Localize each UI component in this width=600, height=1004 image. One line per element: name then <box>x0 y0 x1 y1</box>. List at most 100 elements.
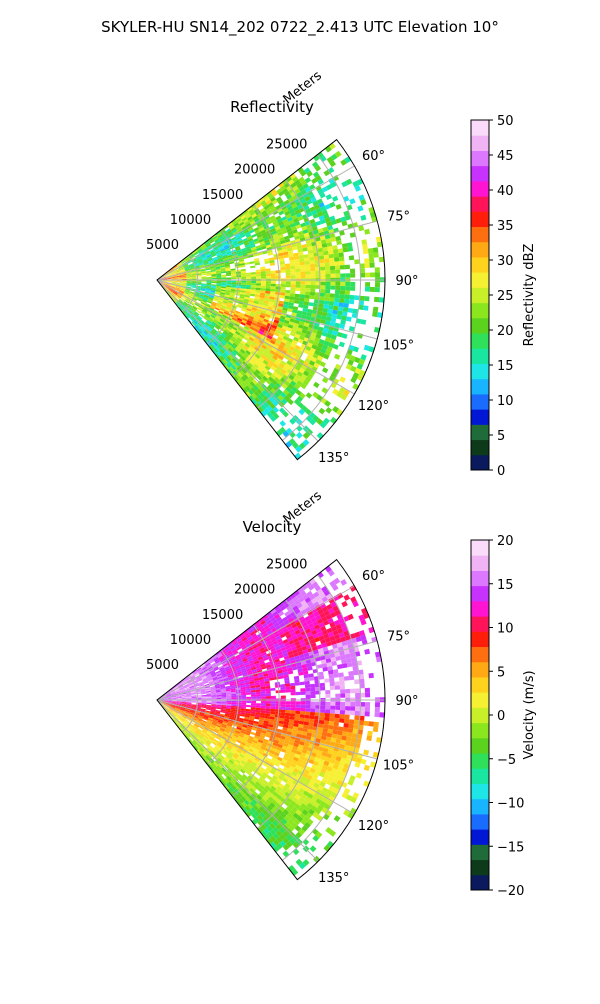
radar-cell <box>311 695 316 699</box>
radar-cell <box>300 714 305 718</box>
range-tick-label: 10000 <box>170 213 211 228</box>
radar-cell <box>246 285 251 287</box>
colorbar-segment <box>471 242 489 258</box>
range-tick-label: 25000 <box>266 138 307 153</box>
radar-cell <box>296 275 301 278</box>
radar-cell <box>343 247 349 252</box>
radar-cell <box>335 270 340 274</box>
colorbar-segment <box>471 409 489 425</box>
radar-cell <box>286 704 291 707</box>
radar-cell <box>301 285 306 289</box>
radar-cell <box>320 293 325 297</box>
radar-cell <box>301 701 306 704</box>
colorbar-segment <box>471 455 489 471</box>
radar-cell <box>306 275 311 279</box>
radar-cell <box>335 261 340 266</box>
radar-cell <box>251 274 256 276</box>
radar-cell <box>333 306 339 311</box>
radar-cell <box>290 290 295 294</box>
radar-cell <box>350 286 355 291</box>
radar-cell <box>266 704 271 707</box>
radar-cell <box>301 275 306 278</box>
azimuth-tick-label: 135° <box>318 451 349 466</box>
radar-cell <box>363 249 369 254</box>
radar-cell <box>345 290 350 295</box>
radar-cell <box>343 307 349 312</box>
radar-cell <box>246 275 251 277</box>
radar-cell <box>285 293 290 297</box>
radar-cell <box>304 718 309 722</box>
radar-cell <box>285 290 290 293</box>
radar-cell <box>271 273 276 276</box>
radar-cell <box>354 295 359 300</box>
radar-cell <box>362 244 368 250</box>
range-tick-label: 20000 <box>234 163 275 178</box>
radar-cell <box>339 302 344 307</box>
radar-cell <box>305 292 310 296</box>
colorbar-tick-label: 30 <box>497 254 514 269</box>
radar-cell <box>295 265 300 269</box>
radar-cell <box>281 284 286 287</box>
azimuth-tick-label: 75° <box>387 209 410 224</box>
radar-cell <box>319 716 324 720</box>
radar-cell <box>281 704 286 707</box>
radar-cell <box>241 283 246 285</box>
radar-cell <box>207 278 212 279</box>
colorbar-segment <box>471 287 489 303</box>
radar-cell <box>320 263 325 267</box>
radar-cell <box>231 701 236 703</box>
colorbar-segment <box>471 348 489 364</box>
radar-cell <box>320 267 325 271</box>
radar-cell <box>246 705 251 707</box>
radar-cell <box>286 284 291 287</box>
radar-cell <box>212 278 217 279</box>
radar-cell <box>349 295 354 300</box>
radar-cell <box>330 266 335 270</box>
radar-cell <box>251 692 256 695</box>
radar-cell <box>276 273 281 276</box>
radar-cell <box>290 269 295 272</box>
radar-cell <box>320 713 325 717</box>
radar-cell <box>340 286 345 290</box>
radar-cell <box>344 295 349 300</box>
radar-cell <box>295 288 300 292</box>
radar-cell <box>323 304 329 309</box>
radar-cell <box>241 273 246 275</box>
radar-cell <box>365 282 370 287</box>
radar-cell <box>348 308 354 313</box>
radar-cell <box>291 281 296 284</box>
radar-cell <box>369 258 374 263</box>
radar-cell <box>300 688 305 692</box>
radar-cell <box>347 242 353 247</box>
radar-cell <box>241 275 246 277</box>
radar-cell <box>266 694 271 697</box>
radar-cell <box>266 286 271 289</box>
radar-cell <box>280 290 285 293</box>
radar-cell <box>261 696 266 699</box>
radar-cell <box>285 266 290 269</box>
radar-cell <box>301 272 306 276</box>
radar-cell <box>256 272 261 275</box>
radar-cell <box>335 265 340 269</box>
radar-cell <box>241 285 246 287</box>
radar-cell <box>304 258 309 262</box>
colorbar-segment <box>471 272 489 288</box>
radar-cell <box>344 299 349 304</box>
radar-cell <box>321 274 326 278</box>
radar-cell <box>324 678 329 682</box>
radar-cell <box>310 288 315 292</box>
radar-cell <box>325 702 330 706</box>
radar-cell <box>256 703 261 706</box>
radar-cell <box>300 682 305 686</box>
radar-cell <box>266 691 271 694</box>
radar-cell <box>301 705 306 709</box>
radar-cell <box>290 287 295 290</box>
colorbar-segment <box>471 318 489 334</box>
radar-cell <box>306 695 311 699</box>
radar-cell <box>340 282 345 286</box>
radar-cell <box>251 703 256 705</box>
radar-cell <box>280 712 285 715</box>
radar-cell <box>281 281 286 284</box>
